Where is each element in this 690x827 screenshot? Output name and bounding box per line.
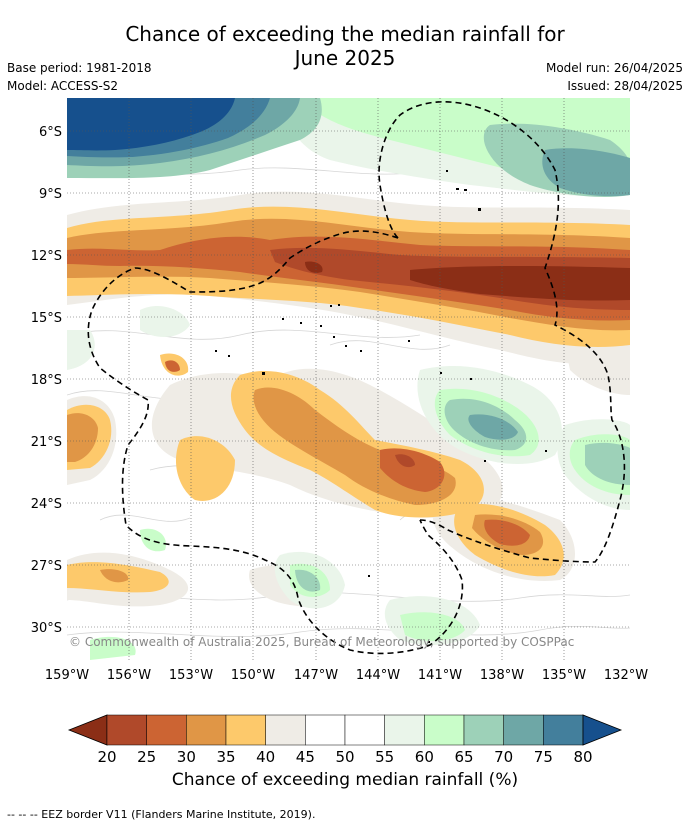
colorbar-segment — [463, 714, 504, 746]
colorbar-tick-label: 55 — [375, 748, 394, 766]
lat-labels: 6°S 9°S 12°S 15°S 18°S 21°S 24°S 27°S 30… — [31, 125, 62, 636]
colorbar-tick-label: 25 — [137, 748, 156, 766]
title-line-2: June 2025 — [294, 46, 396, 70]
colorbar-extend-high — [582, 714, 623, 746]
meta-left: Base period: 1981-2018 Model: ACCESS-S2 — [7, 59, 152, 95]
lon-labels: 159°W 156°W 153°W 150°W 147°W 144°W 141°… — [45, 668, 648, 683]
lon-label: 141°W — [418, 668, 462, 683]
colorbar-tick-label: 20 — [97, 748, 116, 766]
lon-label: 135°W — [542, 668, 586, 683]
eez-footer-note: -- -- -- EEZ border V11 (Flanders Marine… — [7, 808, 316, 821]
colorbar-extend-low — [67, 714, 108, 746]
lat-label: 15°S — [31, 311, 62, 326]
rainfall-field — [67, 98, 630, 660]
colorbar-tick-label: 60 — [415, 748, 434, 766]
lon-label: 144°W — [356, 668, 400, 683]
colorbar-tick-label: 70 — [494, 748, 513, 766]
colorbar: 20 25 30 35 40 45 50 55 60 65 70 75 80 — [67, 714, 623, 766]
lon-label: 138°W — [480, 668, 524, 683]
colorbar-tick-label: 50 — [335, 748, 354, 766]
lat-label: 30°S — [31, 621, 62, 636]
colorbar-segment — [424, 714, 465, 746]
colorbar-tick-label: 45 — [296, 748, 315, 766]
colorbar-segment — [305, 714, 346, 746]
base-period: Base period: 1981-2018 — [7, 61, 152, 75]
colorbar-segment — [344, 714, 385, 746]
map-title: Chance of exceeding the median rainfall … — [0, 22, 690, 70]
copyright-notice: © Commonwealth of Australia 2025, Bureau… — [69, 635, 574, 649]
lat-label: 18°S — [31, 373, 62, 388]
colorbar-tick-label: 75 — [534, 748, 553, 766]
colorbar-segment — [225, 714, 266, 746]
gridlines — [67, 98, 630, 660]
colorbar-segment — [186, 714, 227, 746]
meta-right: Model run: 26/04/2025 Issued: 28/04/2025 — [546, 59, 683, 95]
colorbar-tick-label: 35 — [216, 748, 235, 766]
colorbar-segment — [106, 714, 147, 746]
colorbar-segment — [384, 714, 425, 746]
lon-label: 150°W — [231, 668, 275, 683]
lat-label: 12°S — [31, 249, 62, 264]
colorbar-tick-label: 30 — [177, 748, 196, 766]
title-line-1: Chance of exceeding the median rainfall … — [125, 22, 565, 46]
colorbar-label: Chance of exceeding median rainfall (%) — [171, 770, 519, 790]
lat-label: 21°S — [31, 435, 62, 450]
eez-borders — [87, 101, 626, 655]
colorbar-tick-label: 65 — [454, 748, 473, 766]
model-run: Model run: 26/04/2025 — [545, 61, 683, 75]
lon-label: 156°W — [107, 668, 151, 683]
lon-label: 159°W — [45, 668, 89, 683]
colorbar-segment — [265, 714, 306, 746]
colorbar-segment — [543, 714, 584, 746]
model-name: Model: ACCESS-S2 — [7, 79, 119, 93]
colorbar-tick-label: 40 — [256, 748, 275, 766]
lon-label: 153°W — [169, 668, 213, 683]
colorbar-segment — [146, 714, 187, 746]
colorbar-segment — [503, 714, 544, 746]
lat-label: 27°S — [31, 559, 62, 574]
islands — [215, 170, 547, 643]
lon-label: 132°W — [604, 668, 648, 683]
lat-label: 6°S — [39, 125, 62, 140]
lon-label: 147°W — [294, 668, 338, 683]
colorbar-tick-label: 80 — [573, 748, 592, 766]
band-under-20 — [305, 261, 630, 301]
issued-date: Issued: 28/04/2025 — [567, 79, 683, 93]
band-over-80 — [67, 98, 235, 151]
lat-label: 24°S — [31, 497, 62, 512]
lat-label: 9°S — [39, 187, 62, 202]
